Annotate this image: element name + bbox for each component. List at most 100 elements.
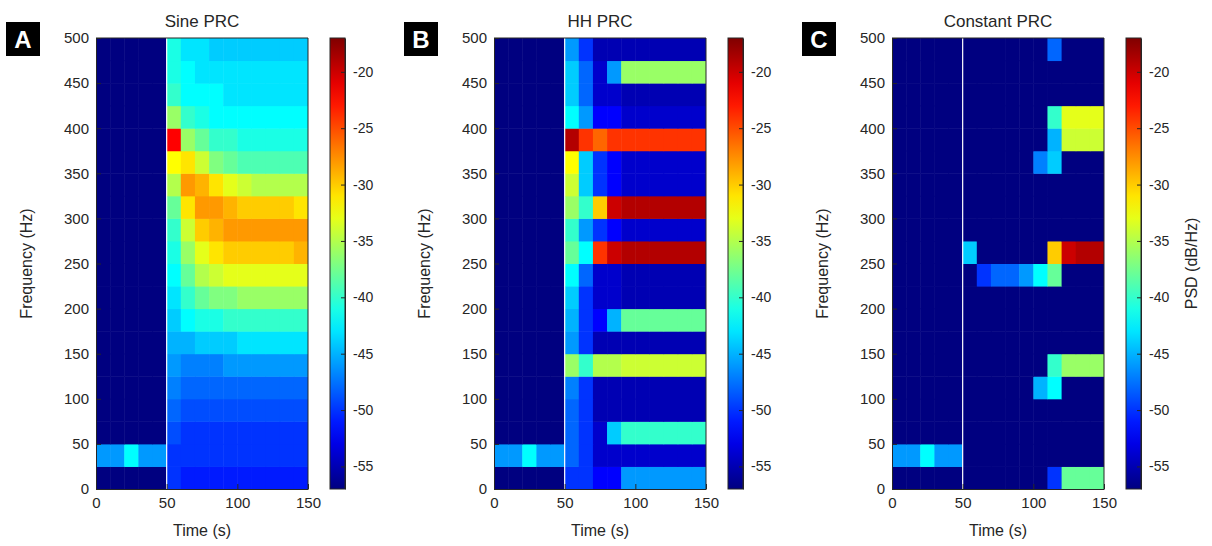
cell	[963, 331, 978, 354]
tick: 100	[64, 390, 101, 407]
cell	[124, 376, 139, 399]
cell	[195, 444, 210, 467]
cell	[280, 466, 295, 489]
tick-label: -30	[353, 177, 373, 193]
tick-mark	[96, 264, 101, 265]
cell	[692, 309, 706, 332]
cell	[1062, 444, 1077, 467]
x-axis-title: Time (s)	[969, 522, 1027, 539]
cell	[607, 128, 622, 151]
tick-label: 450	[860, 74, 885, 91]
cell	[635, 309, 650, 332]
cell	[153, 466, 168, 489]
cell	[621, 106, 636, 129]
cell	[1076, 421, 1091, 444]
cell	[266, 399, 281, 422]
cell	[251, 466, 266, 489]
tick-label: 250	[860, 255, 885, 272]
cell	[280, 264, 295, 287]
cell	[664, 466, 679, 489]
cell	[536, 128, 551, 151]
cell	[977, 309, 992, 332]
tick: -30	[1137, 177, 1169, 193]
cell	[1090, 286, 1104, 309]
panel: 050100150050100150200250300350400450500H…	[404, 12, 771, 539]
cell	[1076, 241, 1091, 264]
tick-label: -45	[1149, 346, 1169, 362]
cell	[138, 196, 153, 219]
cell	[991, 421, 1006, 444]
cell	[96, 218, 111, 241]
tick: 250	[64, 255, 101, 272]
tick-mark	[96, 309, 101, 310]
cell	[1019, 331, 1034, 354]
cell	[280, 286, 295, 309]
cell	[565, 61, 580, 84]
cell	[977, 444, 992, 467]
cell	[167, 309, 182, 332]
cell	[1005, 61, 1020, 84]
cell	[991, 444, 1006, 467]
cell	[692, 218, 706, 241]
cell	[209, 151, 224, 174]
cell	[1033, 106, 1048, 129]
cell	[892, 151, 907, 174]
cell	[934, 286, 949, 309]
cell	[934, 196, 949, 219]
cell	[920, 241, 935, 264]
cell	[508, 376, 523, 399]
cell	[209, 218, 224, 241]
cell	[251, 241, 266, 264]
cell	[522, 466, 537, 489]
cell	[649, 128, 664, 151]
tick-label: 50	[955, 494, 972, 511]
cell	[565, 466, 580, 489]
cell	[494, 264, 509, 287]
cell	[1076, 286, 1091, 309]
cell	[266, 286, 281, 309]
cell	[266, 309, 281, 332]
cell	[678, 264, 693, 287]
tick-mark	[494, 218, 499, 219]
cell	[607, 38, 622, 61]
tick: -55	[341, 458, 373, 474]
cell	[280, 173, 295, 196]
tick: 100	[623, 484, 648, 511]
cell	[209, 196, 224, 219]
cell	[110, 286, 125, 309]
cell	[1076, 399, 1091, 422]
cell	[251, 354, 266, 377]
cell	[124, 309, 139, 332]
cell	[678, 444, 693, 467]
cell	[1019, 151, 1034, 174]
cell	[209, 264, 224, 287]
cell	[607, 106, 622, 129]
cell	[963, 106, 978, 129]
cell	[1062, 354, 1077, 377]
cell	[692, 466, 706, 489]
cell	[621, 264, 636, 287]
tick: 0	[81, 480, 101, 497]
tick: -50	[1137, 402, 1169, 418]
cell	[920, 61, 935, 84]
tick: 300	[64, 210, 101, 227]
cell	[223, 218, 238, 241]
cell	[280, 106, 295, 129]
cell	[607, 354, 622, 377]
cell	[621, 466, 636, 489]
tick-mark	[96, 128, 101, 129]
cell	[949, 218, 964, 241]
tick-label: 0	[92, 494, 100, 511]
cell	[579, 218, 594, 241]
tick-label: 300	[860, 210, 885, 227]
cell	[1005, 151, 1020, 174]
cell	[1062, 466, 1077, 489]
tick-mark	[892, 489, 897, 490]
colorbar-axis: -55-50-45-40-35-30-25-20	[1137, 39, 1169, 490]
tick-label: 200	[860, 300, 885, 317]
cell	[1005, 421, 1020, 444]
cell	[195, 106, 210, 129]
cell	[963, 354, 978, 377]
cell	[280, 151, 295, 174]
cell	[906, 286, 921, 309]
